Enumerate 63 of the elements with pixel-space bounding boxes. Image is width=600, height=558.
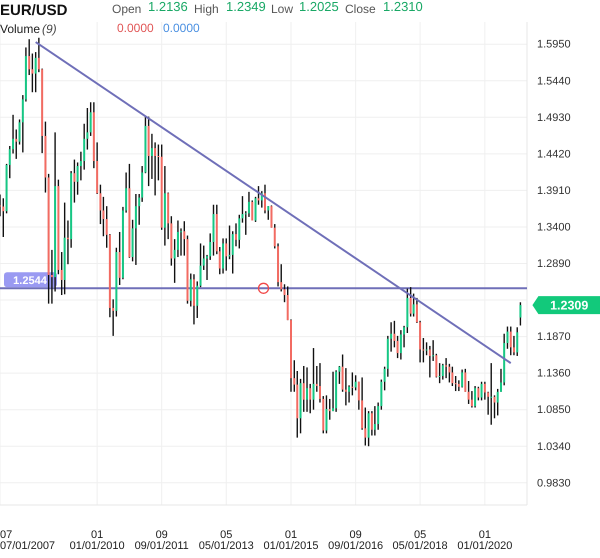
x-tick-label: 01 01/01/2015 bbox=[263, 529, 319, 552]
candlestick bbox=[354, 374, 357, 392]
candlestick bbox=[2, 198, 4, 238]
text: Open bbox=[112, 2, 142, 16]
annotation: 1.2309 bbox=[550, 298, 588, 313]
candlestick bbox=[451, 366, 454, 387]
candlestick bbox=[154, 142, 156, 196]
candlestick bbox=[516, 326, 518, 357]
text: High bbox=[194, 2, 219, 16]
text: 1.2136 bbox=[148, 0, 188, 14]
candlestick bbox=[458, 380, 460, 392]
candlestick bbox=[519, 302, 522, 326]
text: Close bbox=[345, 2, 376, 16]
candlestick bbox=[212, 204, 214, 256]
y-tick-label: 1.2890 bbox=[537, 258, 571, 270]
x-tick-label: 01 01/01/2020 bbox=[457, 529, 512, 552]
candlestick bbox=[309, 383, 312, 414]
text: Low bbox=[271, 2, 294, 16]
candlestick bbox=[190, 272, 192, 308]
candlestick bbox=[306, 366, 308, 413]
y-tick-label: 1.5440 bbox=[537, 75, 571, 88]
candlestick bbox=[267, 205, 270, 220]
x-tick-label: 01 01/01/2010 bbox=[70, 529, 125, 552]
y-tick-label: 1.0850 bbox=[537, 404, 571, 416]
candlestick bbox=[400, 329, 402, 360]
candlestick bbox=[290, 318, 292, 392]
chart-title: EUR/USD bbox=[0, 2, 68, 19]
candlestick bbox=[312, 347, 315, 410]
candlestick bbox=[461, 368, 464, 388]
ref-line-label: 1.2544 bbox=[13, 274, 48, 287]
candlestick bbox=[474, 385, 476, 408]
candlestick bbox=[374, 405, 376, 436]
candlestick bbox=[490, 362, 492, 426]
candlestick bbox=[480, 381, 483, 402]
x-tick-label: 05 05/01/2018 bbox=[392, 529, 448, 552]
candlestick bbox=[510, 326, 512, 356]
candlestick bbox=[258, 185, 260, 206]
candlestick bbox=[328, 398, 331, 420]
candlestick bbox=[134, 193, 137, 266]
candlestick bbox=[225, 238, 228, 272]
x-tick-label: 09 09/01/2016 bbox=[328, 529, 384, 552]
y-tick-label: 1.5950 bbox=[537, 38, 571, 51]
candlestick bbox=[235, 222, 238, 247]
annotation: 0.0000 bbox=[163, 21, 200, 35]
y-tick-label: 1.1870 bbox=[537, 331, 571, 344]
x-tick-label: 09 09/01/2011 bbox=[134, 529, 189, 552]
y-tick-label: 1.4930 bbox=[537, 112, 571, 124]
y-tick-label: 1.1360 bbox=[537, 368, 571, 380]
x-tick-label: 07 07/01/2007 bbox=[0, 529, 56, 552]
text: 1.2349 bbox=[226, 0, 266, 14]
x-tick-label: 05 05/01/2013 bbox=[198, 529, 254, 552]
text: 1.2310 bbox=[383, 0, 423, 14]
candlestick bbox=[325, 394, 328, 434]
y-tick-label: 1.3400 bbox=[537, 221, 571, 234]
annotation: (9) bbox=[42, 22, 57, 36]
y-tick-label: 1.4420 bbox=[537, 148, 571, 160]
text: 1.2025 bbox=[299, 0, 339, 14]
y-tick-label: 0.9830 bbox=[537, 477, 571, 490]
y-tick-label: 1.0340 bbox=[537, 440, 571, 453]
annotation: 0.0000 bbox=[117, 21, 154, 35]
y-tick-label: 1.3910 bbox=[537, 184, 571, 197]
candlestick bbox=[410, 286, 412, 318]
annotation: Volume bbox=[0, 22, 40, 36]
